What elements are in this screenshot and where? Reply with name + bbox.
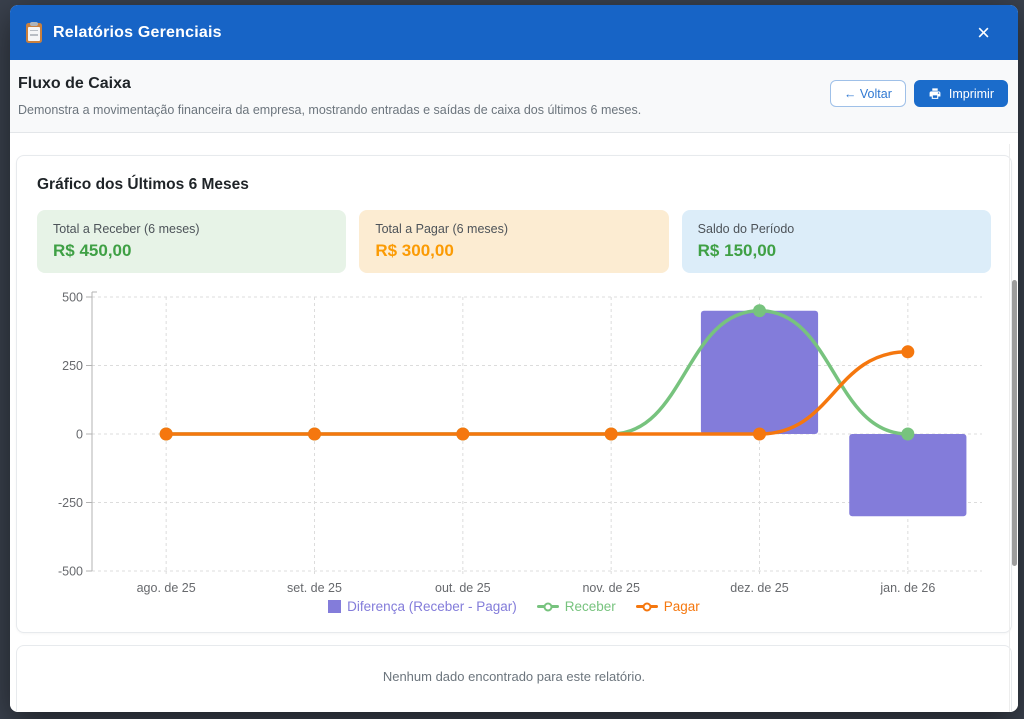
legend-item-receber[interactable]: Receber xyxy=(536,599,616,614)
legend-line-dot-swatch xyxy=(635,600,658,613)
scrollbar-track xyxy=(1009,144,1010,712)
clipboard-paper xyxy=(28,26,40,41)
print-button[interactable]: Imprimir xyxy=(913,80,1008,107)
legend-line-dot-swatch xyxy=(536,600,559,613)
print-button-label: Imprimir xyxy=(948,86,994,101)
svg-text:250: 250 xyxy=(62,359,83,373)
empty-report-card: Nenhum dado encontrado para este relatór… xyxy=(16,645,1012,712)
cash-flow-chart: 500 250 0 -250 -500 ago. de 25 set. de 25 out. … xyxy=(58,291,982,595)
scrollbar-thumb[interactable] xyxy=(1012,280,1017,566)
legend-bar-swatch xyxy=(328,600,342,613)
close-icon[interactable]: × xyxy=(977,19,990,45)
back-button-label: Voltar xyxy=(859,86,892,101)
summary-value: R$ 450,00 xyxy=(53,241,132,260)
svg-text:500: 500 xyxy=(62,291,83,305)
chart-card: Gráfico dos Últimos 6 Meses Total a Rece… xyxy=(16,155,1012,633)
report-description: Demonstra a movimentação financeira da e… xyxy=(18,103,642,117)
summary-value: R$ 300,00 xyxy=(375,241,454,260)
report-title: Fluxo de Caixa xyxy=(18,75,131,92)
modal-body: Gráfico dos Últimos 6 Meses Total a Rece… xyxy=(10,133,1018,712)
empty-message: Nenhum dado encontrado para este relatór… xyxy=(382,669,646,684)
modal-title: Relatórios Gerenciais xyxy=(53,23,222,41)
svg-text:dez. de 25: dez. de 25 xyxy=(730,581,788,595)
summary-card-receber: Total a Receber (6 meses) R$ 450,00 xyxy=(37,210,347,273)
clipboard-icon xyxy=(26,21,42,43)
summary-label: Total a Pagar (6 meses) xyxy=(375,222,509,236)
report-actions: ← Voltar Imprimir xyxy=(829,80,1008,107)
back-arrow-icon: ← xyxy=(843,86,857,101)
summary-value: R$ 150,00 xyxy=(697,241,777,260)
svg-text:0: 0 xyxy=(76,428,83,442)
svg-text:ago. de 25: ago. de 25 xyxy=(137,581,196,595)
printer-icon xyxy=(929,88,941,99)
svg-text:-500: -500 xyxy=(58,565,83,579)
legend-label: Pagar xyxy=(663,599,700,614)
chart-legend: Diferença (Receber - Pagar) Receber Paga… xyxy=(37,599,991,614)
legend-item-diferenca[interactable]: Diferença (Receber - Pagar) xyxy=(328,599,517,614)
summary-card-saldo: Saldo do Período R$ 150,00 xyxy=(681,210,991,273)
relatorios-dialog: Relatórios Gerenciais × Fluxo de Caixa D… xyxy=(10,5,1018,712)
svg-text:out. de 25: out. de 25 xyxy=(435,581,491,595)
legend-label: Diferença (Receber - Pagar) xyxy=(347,599,517,614)
summary-row: Total a Receber (6 meses) R$ 450,00 Tota… xyxy=(37,210,991,273)
summary-label: Saldo do Período xyxy=(697,222,795,236)
svg-text:set. de 25: set. de 25 xyxy=(287,581,342,595)
legend-label: Receber xyxy=(564,599,616,614)
summary-label: Total a Receber (6 meses) xyxy=(53,222,200,236)
back-button[interactable]: ← Voltar xyxy=(829,80,906,107)
legend-item-pagar[interactable]: Pagar xyxy=(635,599,700,614)
chart-section-heading: Gráfico dos Últimos 6 Meses xyxy=(37,176,249,193)
report-header: Fluxo de Caixa Demonstra a movimentação … xyxy=(10,60,1018,133)
report-header-text: Fluxo de Caixa Demonstra a movimentação … xyxy=(18,75,641,117)
summary-card-pagar: Total a Pagar (6 meses) R$ 300,00 xyxy=(359,210,669,273)
svg-text:jan. de 26: jan. de 26 xyxy=(879,581,935,595)
clipboard-clip xyxy=(30,21,38,26)
svg-text:nov. de 25: nov. de 25 xyxy=(582,581,640,595)
svg-text:-250: -250 xyxy=(58,496,83,510)
modal-header: Relatórios Gerenciais × xyxy=(10,5,1018,60)
